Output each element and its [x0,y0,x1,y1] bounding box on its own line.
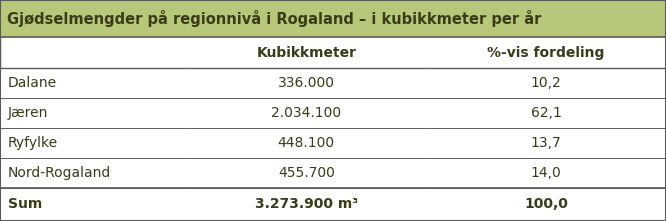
Bar [0,98,186,128]
Bar [426,68,666,98]
Text: 14,0: 14,0 [531,166,561,180]
Bar [186,68,426,98]
Bar [0,188,186,221]
Bar [0,0,666,37]
Text: 2.034.100: 2.034.100 [271,106,342,120]
Bar [186,188,426,221]
Text: 3.273.900 m³: 3.273.900 m³ [254,198,358,211]
Text: Sum: Sum [8,198,42,211]
Bar [186,98,426,128]
Bar [426,158,666,188]
Text: 10,2: 10,2 [531,76,561,90]
Bar [426,37,666,68]
Bar [0,128,186,158]
Bar [0,158,186,188]
Text: 100,0: 100,0 [524,198,568,211]
Bar [186,158,426,188]
Text: Dalane: Dalane [8,76,57,90]
Text: Jæren: Jæren [8,106,49,120]
Bar [0,37,186,68]
Bar [0,68,186,98]
Text: Kubikkmeter: Kubikkmeter [256,46,356,60]
Text: Gjødselmengder på regionnivå i Rogaland – i kubikkmeter per år: Gjødselmengder på regionnivå i Rogaland … [7,10,541,27]
Bar [186,128,426,158]
Text: 13,7: 13,7 [531,136,561,150]
Bar [426,98,666,128]
Text: 62,1: 62,1 [531,106,561,120]
Bar [186,37,426,68]
Text: Ryfylke: Ryfylke [8,136,58,150]
Text: 448.100: 448.100 [278,136,335,150]
Text: %-vis fordeling: %-vis fordeling [488,46,605,60]
Text: 455.700: 455.700 [278,166,335,180]
Bar [426,128,666,158]
Bar [426,188,666,221]
Text: Nord-Rogaland: Nord-Rogaland [8,166,111,180]
Text: 336.000: 336.000 [278,76,335,90]
